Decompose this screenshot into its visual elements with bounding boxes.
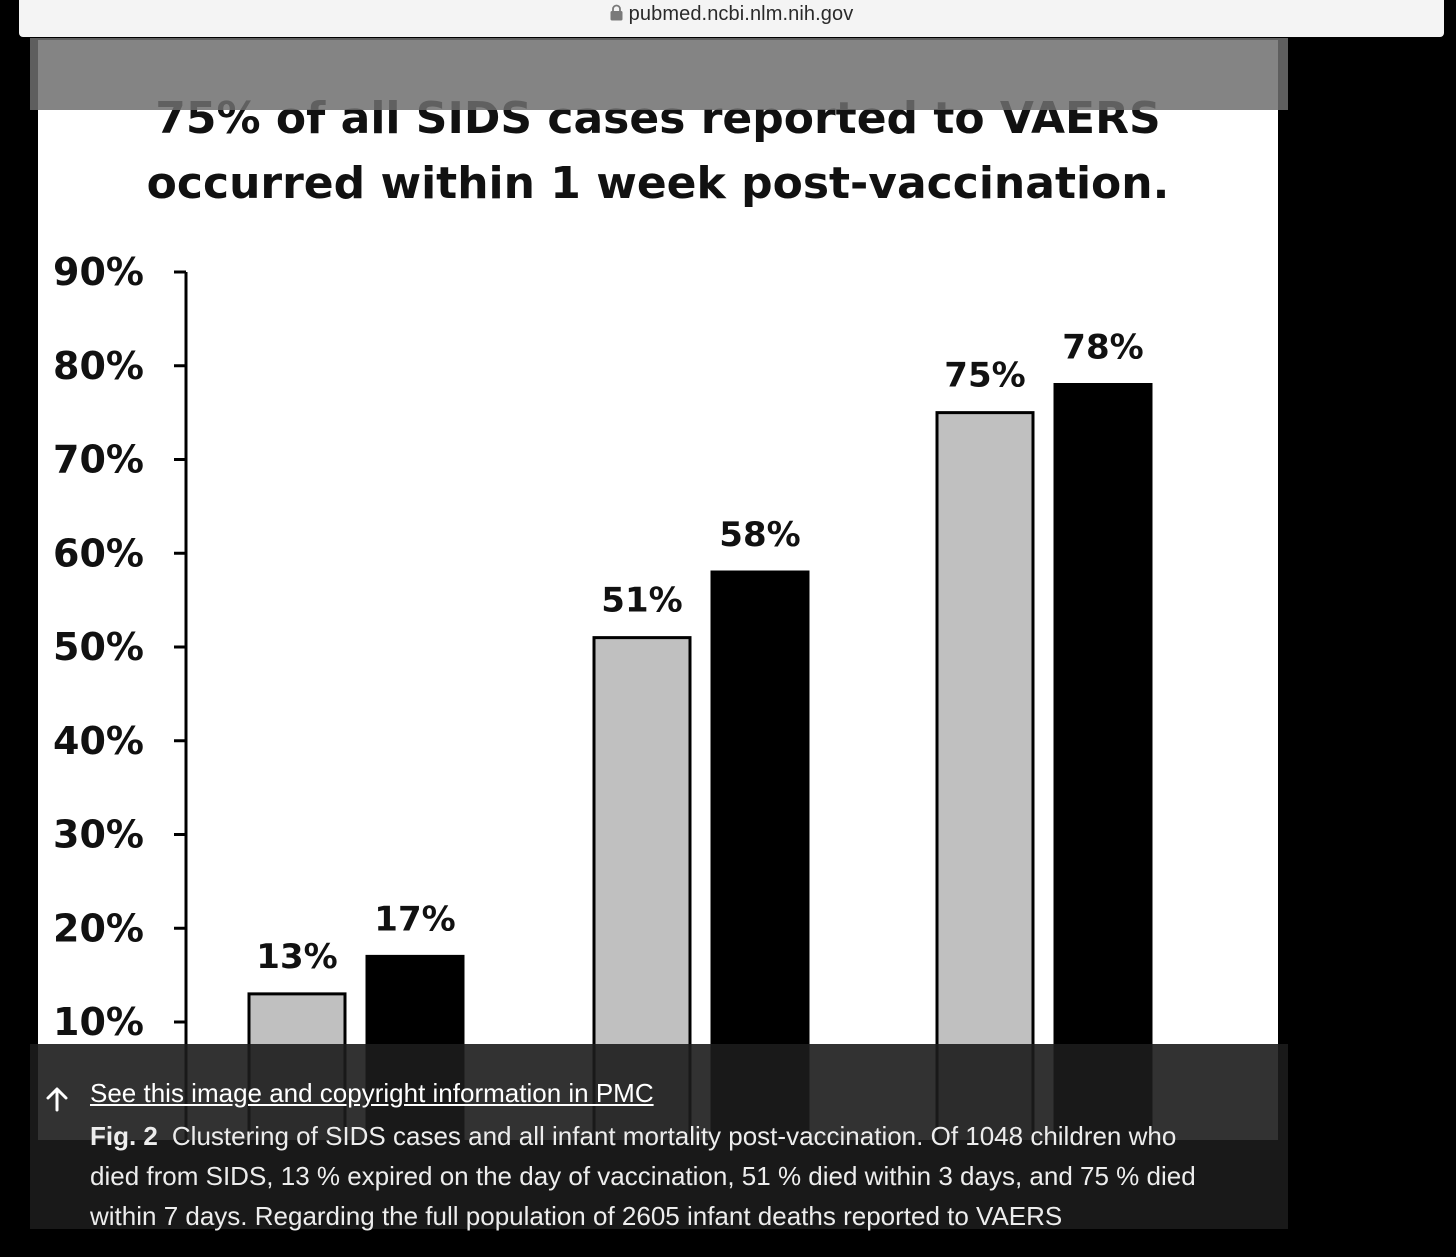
arrow-up-icon[interactable] (44, 1086, 70, 1112)
lock-icon (610, 4, 623, 21)
image-viewer: 75% of all SIDS cases reported to VAERS o… (30, 38, 1288, 1231)
caption-panel: See this image and copyright information… (30, 1044, 1288, 1231)
y-tick-label: 70% (53, 438, 144, 482)
url-text: pubmed.ncbi.nlm.nih.gov (628, 3, 854, 25)
bar (1053, 383, 1153, 1140)
figure-image: 75% of all SIDS cases reported to VAERS o… (34, 40, 1282, 1140)
bar-value-label: 58% (719, 515, 800, 555)
y-tick-label: 10% (53, 1000, 144, 1044)
y-tick-label: 60% (53, 531, 144, 575)
bar-value-label: 17% (374, 899, 455, 939)
y-tick-label: 50% (53, 625, 144, 669)
bar-chart: 75% of all SIDS cases reported to VAERSo… (53, 93, 1170, 1140)
address-bar[interactable]: pubmed.ncbi.nlm.nih.gov (19, 0, 1444, 37)
url-display[interactable]: pubmed.ncbi.nlm.nih.gov (19, 3, 1444, 26)
figure-label: Fig. 2 (90, 1121, 158, 1151)
bar (935, 411, 1035, 1140)
y-tick-label: 80% (53, 344, 144, 388)
chart-title-line: occurred within 1 week post-vaccination. (147, 158, 1170, 209)
bar-value-label: 13% (256, 937, 337, 977)
bar-value-label: 75% (944, 356, 1025, 396)
bar-value-label: 51% (601, 581, 682, 621)
y-tick-label: 30% (53, 813, 144, 857)
top-overlay (30, 38, 1288, 110)
caption-body: Clustering of SIDS cases and all infant … (90, 1121, 1196, 1231)
y-tick-label: 90% (53, 250, 144, 294)
right-margin (1288, 38, 1456, 1229)
figure-caption: Fig. 2 Clustering of SIDS cases and all i… (90, 1116, 1230, 1236)
bar-value-label: 78% (1062, 328, 1143, 368)
y-tick-label: 20% (53, 906, 144, 950)
pmc-copyright-link[interactable]: See this image and copyright information… (90, 1078, 654, 1108)
y-tick-label: 40% (53, 719, 144, 763)
